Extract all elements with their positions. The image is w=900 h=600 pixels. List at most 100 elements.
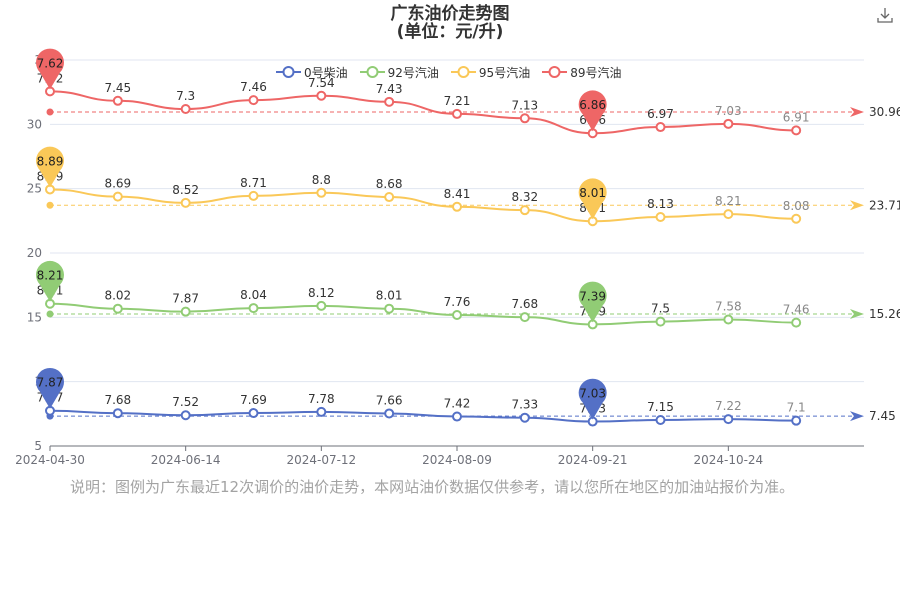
- data-label: 8.8: [312, 173, 331, 187]
- y-tick-label: 25: [27, 182, 42, 196]
- legend-item[interactable]: 0号柴油: [276, 64, 348, 81]
- max-pin: [36, 260, 65, 302]
- series-line: [49, 409, 797, 423]
- min-pin: [578, 90, 607, 132]
- data-label: 7.33: [511, 398, 538, 412]
- data-point: [180, 306, 191, 317]
- x-tick-label: 2024-07-12: [286, 453, 356, 467]
- chart-note: 说明：图例为广东最近12次调价的油价走势，本网站油价数据仅供参考，请以您所在地区…: [70, 478, 795, 496]
- data-label: 7.42: [444, 397, 471, 411]
- data-label: 7.87: [172, 292, 199, 306]
- data-label: 7.45: [104, 81, 131, 95]
- data-label: 6.91: [783, 110, 810, 124]
- data-point: [112, 191, 123, 202]
- data-label: 7.1: [787, 401, 806, 415]
- data-label: 7.68: [511, 297, 538, 311]
- data-point: [248, 95, 259, 106]
- min-pin-label: 7.03: [579, 387, 606, 401]
- chart-legend: 0号柴油 92号汽油 95号汽油 89号汽油: [276, 63, 633, 81]
- data-label: 7.76: [444, 295, 471, 309]
- data-label: 7.21: [444, 94, 471, 108]
- x-tick-label: 2024-08-09: [422, 453, 492, 467]
- y-tick-label: 30: [27, 117, 42, 131]
- data-point: [519, 205, 530, 216]
- average-label: 7.45: [869, 409, 896, 423]
- data-label: 8.71: [240, 176, 267, 190]
- data-point: [112, 95, 123, 106]
- average-label: 23.71: [869, 198, 900, 212]
- data-label: 7.15: [647, 400, 674, 414]
- data-point: [248, 408, 259, 419]
- max-pin-label: 8.89: [37, 154, 64, 168]
- legend-item[interactable]: 92号汽油: [359, 64, 439, 81]
- data-point: [316, 406, 327, 417]
- data-point: [791, 317, 802, 328]
- data-label: 8.68: [376, 177, 403, 191]
- legend-label: 95号汽油: [478, 65, 531, 80]
- y-tick-label: 15: [27, 310, 42, 324]
- data-point: [180, 410, 191, 421]
- data-label: 7.46: [783, 303, 810, 317]
- max-pin-label: 7.62: [37, 56, 64, 70]
- data-label: 8.32: [511, 190, 538, 204]
- legend-item[interactable]: 89号汽油: [542, 64, 621, 81]
- legend-marker-icon: [276, 66, 301, 78]
- x-tick-label: 2024-06-14: [151, 453, 221, 467]
- data-point: [112, 303, 123, 314]
- max-pin-label: 7.87: [37, 376, 64, 390]
- average-start-dot: [46, 108, 54, 116]
- x-tick-label: 2024-10-24: [693, 453, 763, 467]
- data-point: [655, 415, 666, 426]
- x-tick-label: 2024-04-30: [15, 453, 85, 467]
- data-point: [452, 108, 462, 119]
- data-label: 7.46: [240, 80, 267, 94]
- data-point: [452, 310, 462, 321]
- data-point: [655, 316, 666, 327]
- data-point: [723, 314, 734, 325]
- data-point: [180, 104, 191, 115]
- average-start-dot: [46, 201, 54, 209]
- min-pin: [578, 178, 607, 220]
- legend-marker-icon: [359, 66, 385, 78]
- y-tick-label: 5: [34, 439, 42, 453]
- series-line: [49, 188, 797, 223]
- data-point: [248, 303, 259, 314]
- average-arrow: [850, 411, 864, 422]
- max-pin: [36, 146, 65, 188]
- legend-marker-icon: [450, 66, 476, 78]
- legend-item[interactable]: 95号汽油: [450, 64, 531, 81]
- data-label: 7.66: [376, 393, 403, 407]
- data-label: 8.13: [647, 197, 674, 211]
- data-point: [655, 211, 666, 222]
- download-icon[interactable]: [876, 6, 894, 24]
- data-point: [452, 411, 462, 422]
- data-point: [791, 213, 802, 224]
- data-point: [112, 408, 123, 419]
- data-point: [384, 192, 395, 203]
- average-start-dot: [46, 310, 54, 318]
- data-label: 8.12: [308, 286, 335, 300]
- data-label: 7.52: [172, 395, 199, 409]
- data-label: 8.41: [444, 187, 471, 201]
- data-label: 7.13: [511, 98, 538, 112]
- legend-label: 0号柴油: [304, 65, 348, 80]
- data-point: [655, 122, 666, 133]
- data-label: 8.01: [376, 289, 403, 303]
- data-point: [248, 190, 259, 201]
- legend-label: 89号汽油: [570, 65, 622, 80]
- min-pin-label: 6.86: [579, 98, 606, 112]
- data-label: 7.78: [308, 392, 335, 406]
- data-point: [519, 412, 530, 423]
- min-pin-label: 8.01: [579, 186, 606, 200]
- data-label: 7.43: [376, 82, 403, 96]
- average-arrow: [850, 200, 864, 211]
- y-tick-label: 20: [27, 246, 42, 260]
- max-pin: [36, 48, 65, 90]
- min-pin: [578, 378, 607, 420]
- data-label: 8.02: [104, 289, 131, 303]
- data-label: 7.5: [651, 302, 670, 316]
- data-point: [316, 90, 327, 101]
- legend-label: 92号汽油: [387, 65, 439, 80]
- average-label: 15.26: [869, 307, 900, 321]
